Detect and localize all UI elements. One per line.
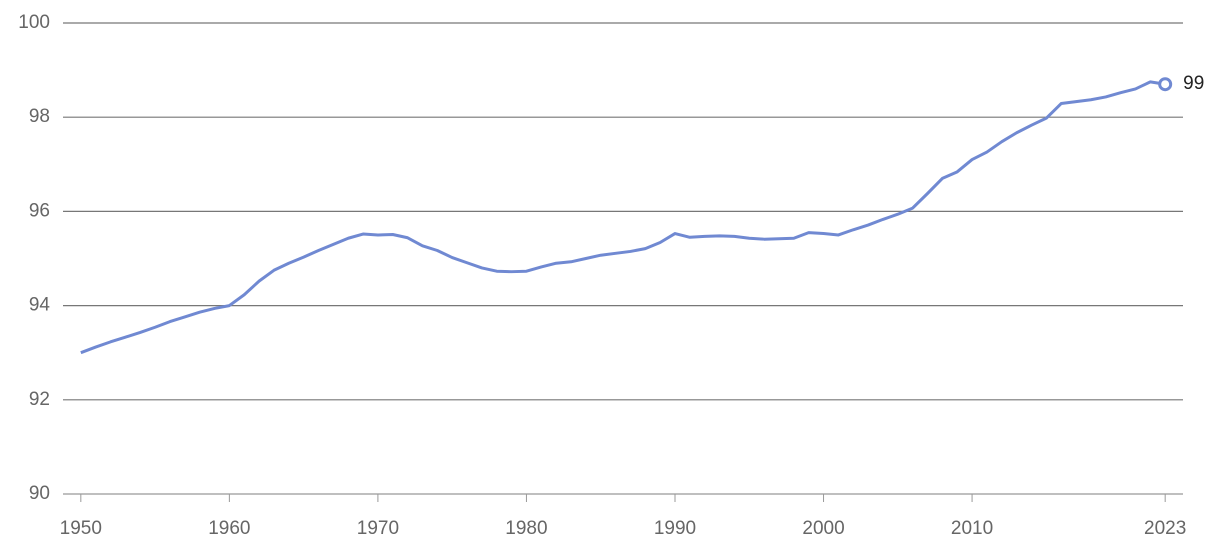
y-tick-label: 100 xyxy=(18,12,50,33)
x-tick-label: 2000 xyxy=(802,518,844,539)
data-label: 99 xyxy=(1183,73,1204,94)
line xyxy=(80,80,1166,355)
y-tick-label: 92 xyxy=(29,389,50,410)
x-tick-label: 1950 xyxy=(60,518,102,539)
y-tick-label: 98 xyxy=(29,106,50,127)
x-tick-label: 1990 xyxy=(654,518,696,539)
end-point xyxy=(1158,77,1173,92)
y-tick-label: 96 xyxy=(29,200,50,221)
y-tick-label: 90 xyxy=(29,483,50,504)
x-tick-label: 1970 xyxy=(357,518,399,539)
y-tick-label: 94 xyxy=(29,295,51,316)
x-tick-label: 1960 xyxy=(208,518,250,539)
x-tick-label: 2010 xyxy=(951,518,993,539)
x-tick-label: 1980 xyxy=(505,518,547,539)
x-tick-label: 2023 xyxy=(1144,518,1186,539)
